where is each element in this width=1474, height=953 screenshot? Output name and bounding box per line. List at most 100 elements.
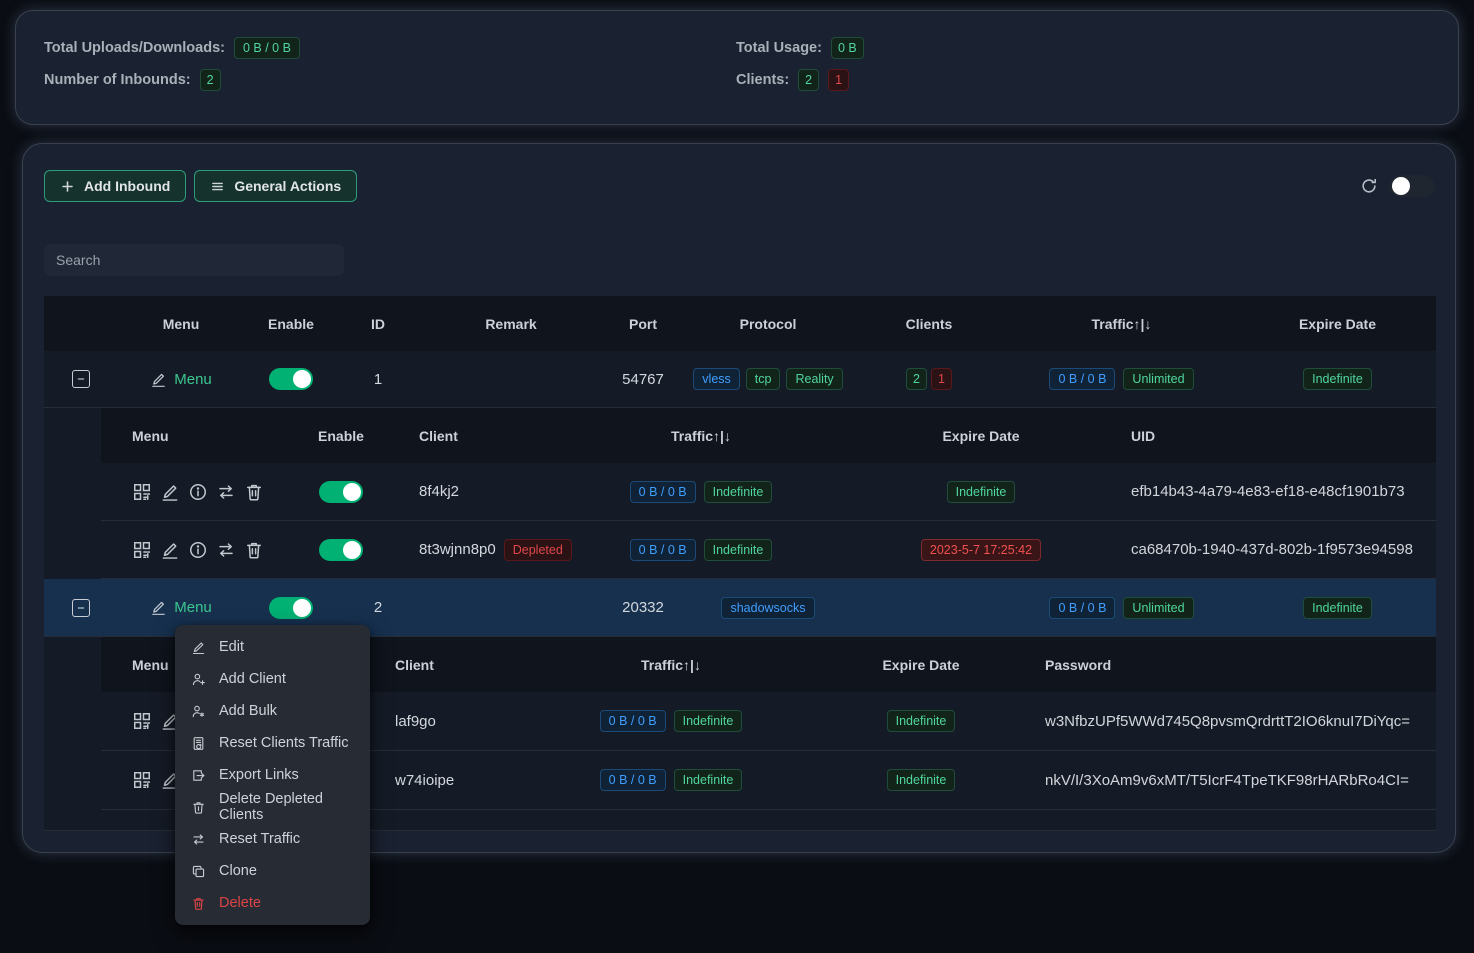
add-inbound-button[interactable]: Add Inbound [44,170,186,202]
enable-switch[interactable] [319,481,363,503]
traffic-tags: 0 B / 0 B Indefinite [561,521,841,578]
stats-card: Total Uploads/Downloads: 0 B / 0 B Numbe… [15,10,1459,125]
traffic-badge: 0 B / 0 B [600,710,666,732]
header-menu: Menu [118,296,244,351]
header-protocol: Protocol [682,296,854,351]
menu-item-reset-clients-traffic[interactable]: Reset Clients Traffic [175,727,370,759]
row-menu-button[interactable]: Menu [150,599,212,616]
inbound-1-clients-section: Menu Enable Client Traffic↑|↓ Expire Dat… [44,408,1436,579]
protocol-tag: shadowsocks [721,597,814,619]
header-port: Port [604,296,682,351]
menu-item-delete[interactable]: Delete [175,887,370,919]
clients-table-header: Menu Enable Client Traffic↑|↓ Expire Dat… [101,408,1436,463]
expire-badge: Indefinite [887,710,956,732]
info-icon[interactable] [188,482,208,502]
qrcode-icon[interactable] [132,540,152,560]
menu-item-add-client[interactable]: Add Client [175,663,370,695]
traffic-limit-badge: Indefinite [704,481,773,503]
inbound-remark [418,351,604,407]
user-add-icon [191,672,206,687]
traffic-limit-badge: Indefinite [704,539,773,561]
menu-item-reset-traffic[interactable]: Reset Traffic [175,823,370,855]
client-name-group: 8t3wjnn8p0 Depleted [381,521,561,578]
reset-traffic-icon[interactable] [216,540,236,560]
client-name: 8t3wjnn8p0 [419,541,496,558]
traffic-tags: 0 B / 0 B Unlimited [1004,579,1239,636]
header-password: Password [1041,637,1436,692]
menu-item-label: Clone [219,863,257,879]
header-expire-date: Expire Date [841,408,1121,463]
toggle-knob [343,541,361,559]
client-password: nkV/I/3XoAm9v6xMT/T5IcrF4TpeTKF98rHARbRo… [1041,751,1436,809]
theme-toggle[interactable] [1390,175,1434,197]
menu-item-edit[interactable]: Edit [175,631,370,663]
protocol-tags: vless tcp Reality [682,351,854,407]
expire-badge-expired: 2023-5-7 17:25:42 [921,539,1041,561]
delete-icon[interactable] [244,540,264,560]
stat-total-usage: Total Usage: 0 B [736,32,1428,64]
header-traffic-sortable[interactable]: Traffic↑|↓ [541,637,801,692]
expire-badge: Indefinite [947,481,1016,503]
header-enable: Enable [244,296,338,351]
enable-switch[interactable] [319,539,363,561]
row-menu-label: Menu [174,599,212,616]
qrcode-icon[interactable] [132,482,152,502]
client-actions [101,521,301,578]
collapse-row-button[interactable] [72,599,90,617]
bin-icon [191,800,206,815]
reset-traffic-icon[interactable] [216,482,236,502]
xui-panel-page: Total Uploads/Downloads: 0 B / 0 B Numbe… [0,0,1474,953]
menu-item-delete-depleted-clients[interactable]: Delete Depleted Clients [175,791,370,823]
menu-item-label: Edit [219,639,244,655]
client-name: 8f4kj2 [381,463,561,520]
traffic-limit-badge: Unlimited [1123,597,1193,619]
header-traffic-sortable[interactable]: Traffic↑|↓ [561,408,841,463]
menu-item-export-links[interactable]: Export Links [175,759,370,791]
depleted-count-badge: 1 [931,368,952,390]
stats-right-column: Total Usage: 0 B Clients: 2 1 [736,32,1428,124]
traffic-tags: 0 B / 0 B Indefinite [561,463,841,520]
toggle-knob [1392,177,1410,195]
clients-table-vless: Menu Enable Client Traffic↑|↓ Expire Dat… [101,408,1436,579]
edit-icon [150,599,167,616]
header-uid: UID [1121,408,1436,463]
search-input[interactable] [44,244,344,276]
clients-depleted-badge: 1 [828,69,849,91]
enable-switch[interactable] [269,368,313,390]
protocol-tag: vless [693,368,739,390]
client-row: 8t3wjnn8p0 Depleted 0 B / 0 B Indefinite… [101,521,1436,579]
clients-count-tags: 2 1 [854,351,1004,407]
collapse-row-button[interactable] [72,370,90,388]
header-client: Client [381,408,561,463]
qrcode-icon[interactable] [132,711,152,731]
menu-item-add-bulk[interactable]: Add Bulk [175,695,370,727]
toggle-knob [293,370,311,388]
transport-tag: tcp [746,368,781,390]
header-id: ID [338,296,418,351]
toolbar: Add Inbound General Actions [44,170,1434,202]
info-icon[interactable] [188,540,208,560]
swap-icon [191,832,206,847]
clients-count-tags [854,579,1004,636]
traffic-limit-badge: Indefinite [674,710,743,732]
clients-active-badge: 2 [798,69,819,91]
qrcode-icon[interactable] [132,770,152,790]
general-actions-button[interactable]: General Actions [194,170,357,202]
menu-item-label: Delete [219,895,261,911]
header-traffic-sortable[interactable]: Traffic↑|↓ [1004,296,1239,351]
security-tag: Reality [786,368,842,390]
menu-item-clone[interactable]: Clone [175,855,370,887]
edit-icon[interactable] [160,540,180,560]
inbound-port: 54767 [604,351,682,407]
row-menu-button[interactable]: Menu [150,371,212,388]
client-count-badge: 2 [906,368,927,390]
minus-icon [75,373,87,385]
client-name: laf9go [381,692,541,750]
refresh-icon[interactable] [1360,177,1378,195]
delete-icon[interactable] [244,482,264,502]
enable-switch[interactable] [269,597,313,619]
trash-icon [191,896,206,911]
header-remark: Remark [418,296,604,351]
minus-icon [75,602,87,614]
edit-icon[interactable] [160,482,180,502]
